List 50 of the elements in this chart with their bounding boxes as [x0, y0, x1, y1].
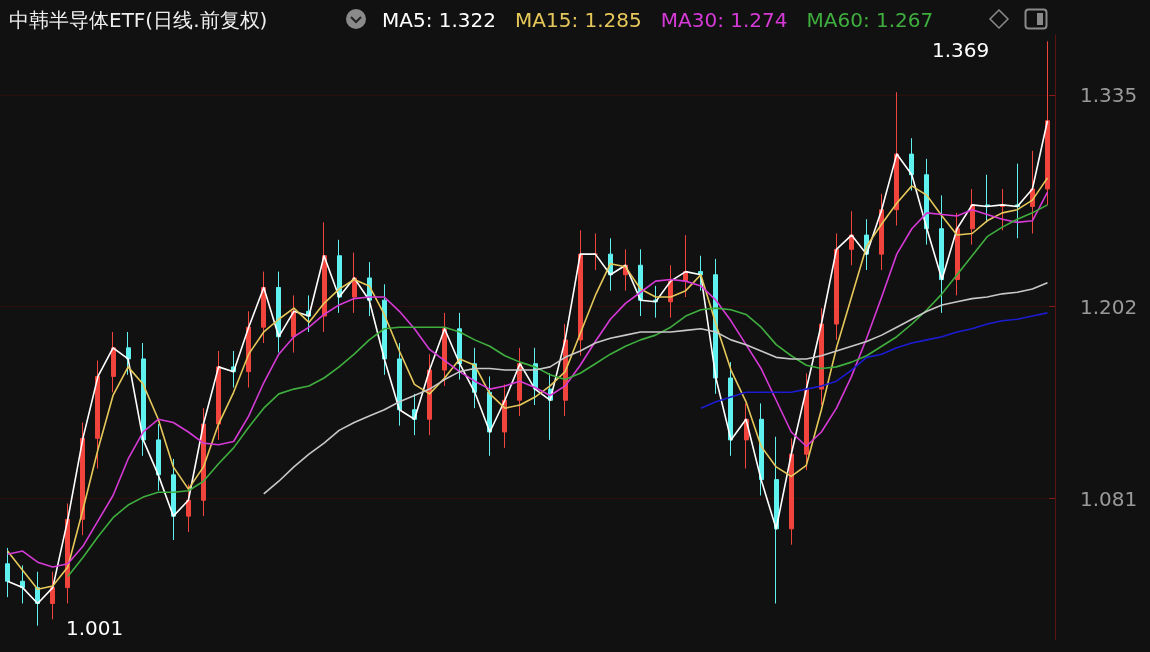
candlestick	[186, 483, 191, 533]
text: MA5: 1.322	[382, 8, 497, 32]
candlestick	[337, 239, 342, 314]
line-series	[700, 312, 1049, 409]
candlestick	[1015, 163, 1020, 239]
chart-title: 中韩半导体ETF(日线.前复权)	[9, 8, 268, 32]
text: MA60: 1.267	[806, 8, 934, 32]
candlestick	[578, 229, 583, 357]
candlestick	[276, 271, 281, 354]
line-series	[262, 281, 1049, 495]
candlestick	[834, 232, 839, 341]
candlestick	[1000, 188, 1005, 231]
candlestick	[126, 331, 131, 376]
candlestick	[683, 234, 688, 298]
candlestick	[156, 423, 161, 492]
text: MA30: 1.274	[660, 8, 788, 32]
y-tick-label: 1.202	[1080, 294, 1138, 319]
candlestick	[894, 91, 899, 227]
candlestick	[909, 137, 914, 192]
candlestick	[849, 210, 854, 266]
candlestick	[728, 361, 733, 457]
y-tick-label: 1.081	[1080, 486, 1138, 511]
candlestick	[261, 271, 266, 344]
candlestick	[216, 350, 221, 441]
candlestick	[593, 232, 598, 271]
candlestick	[397, 342, 402, 427]
candlestick	[95, 360, 100, 469]
candlestick	[789, 437, 794, 546]
candlestick	[111, 331, 116, 393]
text: MA15: 1.285	[515, 8, 642, 32]
candlestick	[759, 402, 764, 496]
candlestick	[20, 564, 25, 604]
candlestick	[5, 547, 10, 598]
annotation: 1.001	[66, 616, 124, 640]
candlestick	[1030, 150, 1035, 234]
candlestick	[171, 458, 176, 541]
candlestick	[970, 188, 975, 246]
candlestick	[774, 436, 779, 604]
y-tick-label: 1.335	[1080, 83, 1138, 108]
candlestick	[698, 255, 703, 292]
candlestick	[427, 353, 432, 436]
annotation: 1.369	[932, 38, 990, 62]
candlestick	[939, 194, 944, 314]
candlestick	[352, 252, 357, 314]
candlestick	[804, 372, 809, 471]
candlestick	[502, 383, 507, 449]
candlestick	[50, 571, 55, 620]
candlestick	[141, 342, 146, 457]
line-series	[6, 119, 1049, 605]
candlestick	[985, 174, 990, 223]
